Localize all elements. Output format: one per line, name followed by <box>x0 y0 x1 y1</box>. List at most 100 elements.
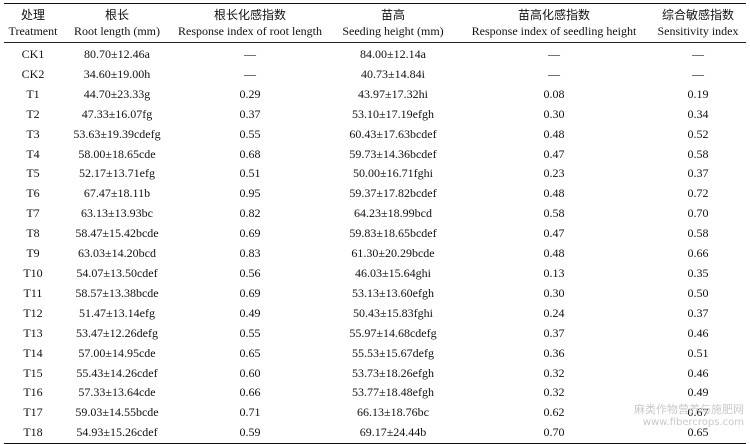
cell-seedling-height: 43.97±17.32hi <box>358 86 428 101</box>
cell-seedling-height: 46.03±15.64ghi <box>355 265 431 280</box>
cell-sensitivity-index: 0.67 <box>687 405 709 420</box>
table-row: T17 59.03±14.55bcde 0.71 66.13±18.76bc 0.62 0… <box>4 403 746 423</box>
cell-treatment: T10 <box>23 265 43 280</box>
cell-root-length: 67.47±18.11b <box>83 186 151 201</box>
cell-sensitivity-index: 0.58 <box>687 226 709 241</box>
table-row: T4 58.00±18.65cde 0.68 59.73±14.36bcdef 0.47… <box>4 145 746 165</box>
table-row: T15 55.43±14.26cdef 0.60 53.73±18.26efgh 0.3… <box>4 364 746 384</box>
cell-seedling-height: 59.73±14.36bcdef <box>349 146 437 161</box>
cell-root-length: 63.13±13.93bc <box>81 206 153 221</box>
cell-seedling-response-index: 0.08 <box>543 86 565 101</box>
table-row: T2 47.33±16.07fg 0.37 53.10±17.19efgh 0.30 0.… <box>4 105 746 125</box>
cell-treatment: T16 <box>23 385 43 400</box>
cell-sensitivity-index: — <box>692 66 704 81</box>
cell-root-length: 63.03±14.20bcd <box>78 246 156 261</box>
cell-seedling-response-index: 0.30 <box>543 106 565 121</box>
cell-treatment: T18 <box>4 423 62 444</box>
cell-root-length: 51.47±13.14efg <box>79 305 155 320</box>
cell-root-response-index: 0.59 <box>172 423 328 444</box>
cell-root-length: 53.63±19.39cdefg <box>73 126 161 141</box>
cell-seedling-response-index: 0.62 <box>543 405 565 420</box>
cell-sensitivity-index: 0.37 <box>687 305 709 320</box>
cell-sensitivity-index: 0.35 <box>687 265 709 280</box>
cell-root-response-index: 0.69 <box>239 285 261 300</box>
cell-treatment: T3 <box>26 126 40 141</box>
header-en: Seeding height (mm) <box>328 23 458 43</box>
header-cn: 处理 <box>4 3 62 23</box>
header-cn: 苗高化感指数 <box>458 3 650 23</box>
cell-seedling-response-index: 0.37 <box>543 325 565 340</box>
table-row: T1 44.70±23.33g 0.29 43.97±17.32hi 0.08 0.19 <box>4 85 746 105</box>
cell-root-length: 53.47±12.26defg <box>76 325 158 340</box>
cell-seedling-height: 59.83±18.65bcdef <box>349 226 437 241</box>
watermark: 麻类作物营养与施肥网 www.fibercrops.com <box>634 403 744 429</box>
cell-root-response-index: 0.68 <box>239 146 261 161</box>
cell-seedling-height: 55.97±14.68cdefg <box>349 325 437 340</box>
cell-treatment: T9 <box>26 246 40 261</box>
cell-root-response-index: 0.51 <box>239 166 261 181</box>
table-row: CK1 80.70±12.46a — 84.00±12.14a — — <box>4 43 746 65</box>
cell-sensitivity-index: 0.46 <box>687 325 709 340</box>
cell-seedling-height: 53.73±18.26efgh <box>352 365 434 380</box>
cell-root-length: 58.00±18.65cde <box>78 146 156 161</box>
cell-root-length: 57.33±13.64cde <box>78 385 156 400</box>
cell-root-response-index: 0.65 <box>239 345 261 360</box>
cell-seedling-height: 50.00±16.71fghi <box>353 166 433 181</box>
cell-root-response-index: 0.37 <box>239 106 261 121</box>
cell-root-response-index: 0.66 <box>239 385 261 400</box>
cell-seedling-response-index: 0.58 <box>543 206 565 221</box>
cell-seedling-response-index: 0.24 <box>543 305 565 320</box>
cell-sensitivity-index: 0.49 <box>687 385 709 400</box>
header-cn: 根长化感指数 <box>172 3 328 23</box>
cell-root-response-index: 0.95 <box>239 186 261 201</box>
cell-sensitivity-index: 0.50 <box>687 285 709 300</box>
header-cn: 综合敏感指数 <box>650 3 746 23</box>
header-row-english: Treatment Root length (mm) Response inde… <box>4 23 746 43</box>
cell-root-length: 58.57±13.38bcde <box>75 285 159 300</box>
table-row: T16 57.33±13.64cde 0.66 53.77±18.48efgh 0.32… <box>4 383 746 403</box>
cell-root-response-index: 0.71 <box>239 405 261 420</box>
cell-seedling-height: 53.10±17.19efgh <box>352 106 434 121</box>
cell-seedling-height: 66.13±18.76bc <box>357 405 429 420</box>
cell-seedling-height: 40.73±14.84i <box>361 66 425 81</box>
header-en: Response index of root length <box>172 23 328 43</box>
cell-root-length: 34.60±19.00h <box>83 66 151 81</box>
table-row: T11 58.57±13.38bcde 0.69 53.13±13.60efgh 0.3… <box>4 284 746 304</box>
cell-seedling-height: 55.53±15.67defg <box>352 345 434 360</box>
header-en: Treatment <box>4 23 62 43</box>
cell-root-length: 59.03±14.55bcde <box>75 405 159 420</box>
cell-sensitivity-index: 0.66 <box>687 246 709 261</box>
table-row: T6 67.47±18.11b 0.95 59.37±17.82bcdef 0.48 0.… <box>4 184 746 204</box>
cell-treatment: T5 <box>26 166 40 181</box>
cell-treatment: T14 <box>23 345 43 360</box>
cell-sensitivity-index: 0.58 <box>687 146 709 161</box>
table-row: T12 51.47±13.14efg 0.49 50.43±15.83fghi 0.24… <box>4 304 746 324</box>
table-row: T9 63.03±14.20bcd 0.83 61.30±20.29bcde 0.48 0… <box>4 244 746 264</box>
cell-root-response-index: 0.69 <box>239 226 261 241</box>
cell-seedling-height: 50.43±15.83fghi <box>353 305 433 320</box>
cell-sensitivity-index: 0.46 <box>687 365 709 380</box>
table-row: T14 57.00±14.95cde 0.65 55.53±15.67defg 0.36… <box>4 344 746 364</box>
header-en: Root length (mm) <box>62 23 172 43</box>
header-en: Response index of seedling height <box>458 23 650 43</box>
cell-treatment: T15 <box>23 365 43 380</box>
table-row: T13 53.47±12.26defg 0.55 55.97±14.68cdefg 0.… <box>4 324 746 344</box>
cell-root-response-index: 0.49 <box>239 305 261 320</box>
cell-root-length: 54.93±15.26cdef <box>62 423 172 444</box>
table-row: T8 58.47±15.42bcde 0.69 59.83±18.65bcdef 0.4… <box>4 224 746 244</box>
table-row: CK2 34.60±19.00h — 40.73±14.84i — — <box>4 65 746 85</box>
cell-sensitivity-index: 0.70 <box>687 206 709 221</box>
cell-seedling-height: 60.43±17.63bcdef <box>349 126 437 141</box>
cell-root-length: 54.07±13.50cdef <box>76 265 158 280</box>
cell-seedling-response-index: 0.48 <box>543 186 565 201</box>
cell-treatment: T1 <box>26 86 40 101</box>
cell-root-response-index: 0.55 <box>239 126 261 141</box>
cell-sensitivity-index: 0.52 <box>687 126 709 141</box>
cell-root-response-index: 0.55 <box>239 325 261 340</box>
watermark-site-name: 麻类作物营养与施肥网 <box>634 403 744 416</box>
cell-root-response-index: — <box>244 47 256 61</box>
cell-seedling-response-index: 0.13 <box>543 265 565 280</box>
cell-seedling-response-index: 0.30 <box>543 285 565 300</box>
cell-treatment: T2 <box>26 106 40 121</box>
cell-treatment: T6 <box>26 186 40 201</box>
